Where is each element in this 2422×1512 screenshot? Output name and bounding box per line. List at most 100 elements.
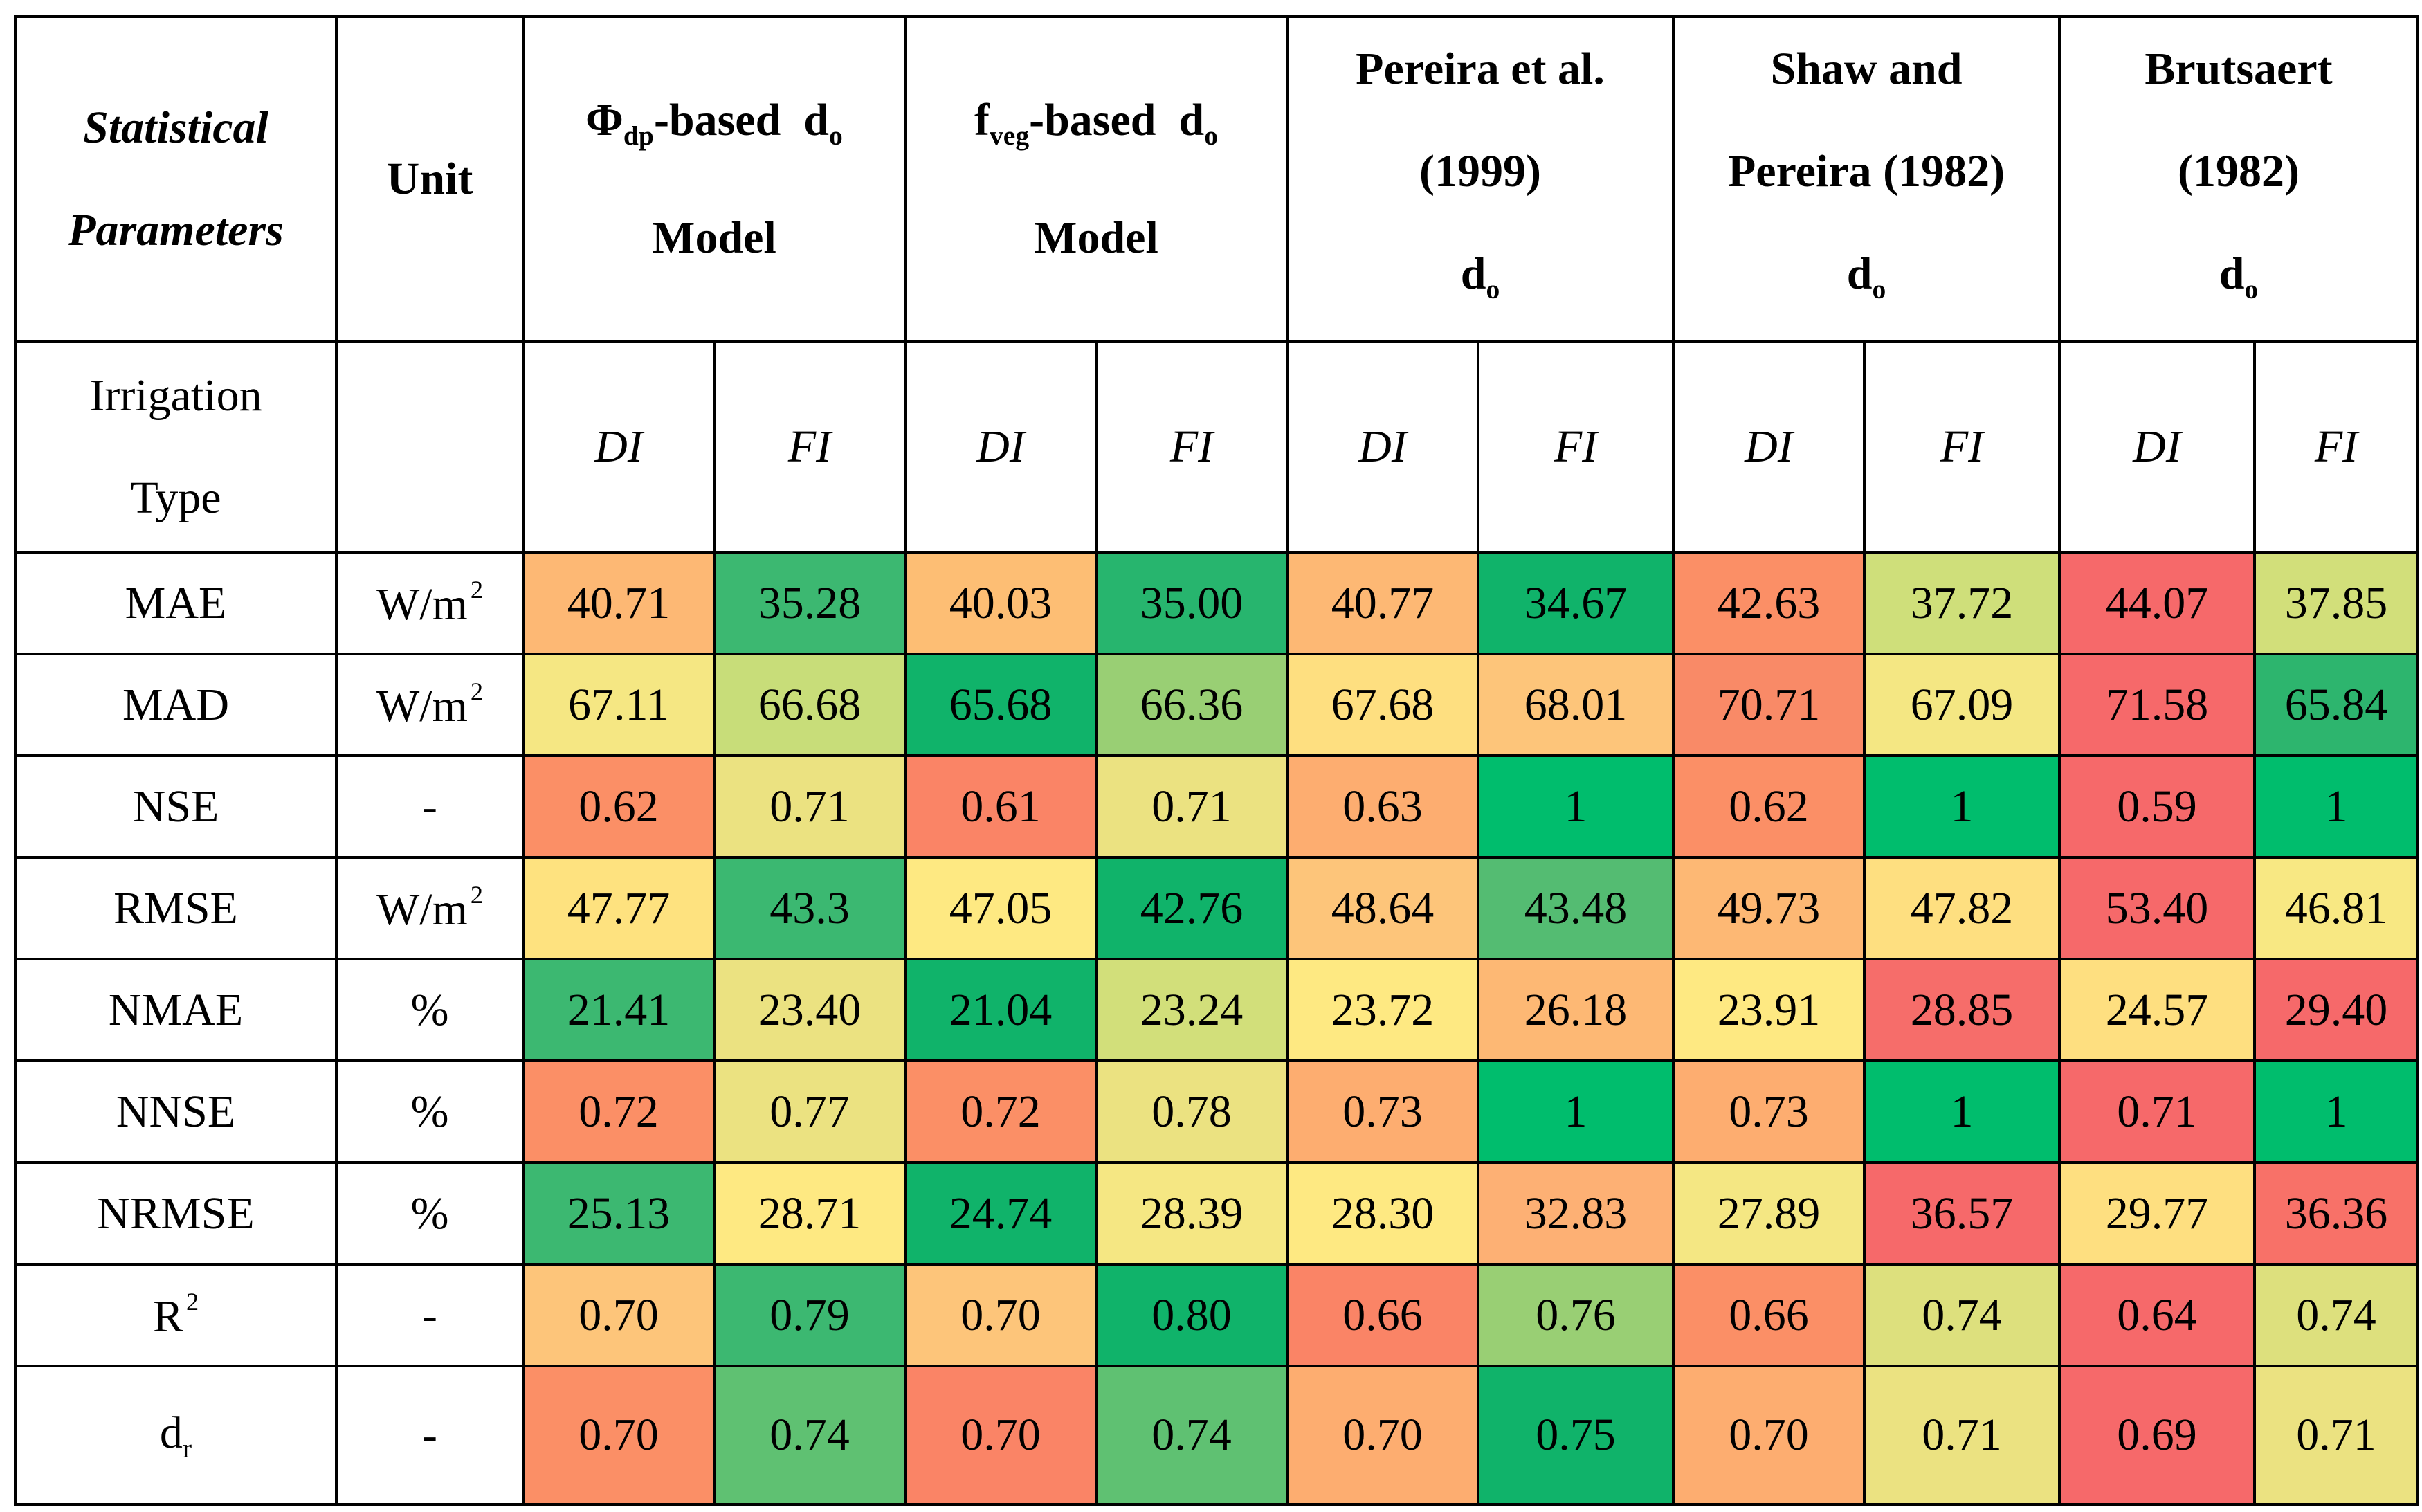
value-cell: 21.04 bbox=[904, 958, 1098, 1063]
irrigation-type-row: Irrigation Type DI FI DI FI DI FI DI FI DI FI bbox=[14, 340, 2419, 554]
value-cell: 0.69 bbox=[2058, 1365, 2256, 1506]
value-cell: 24.74 bbox=[904, 1161, 1098, 1266]
header-param-line1: Statistical bbox=[83, 102, 268, 154]
value-cell: 0.74 bbox=[713, 1365, 907, 1506]
value-cell: 0.74 bbox=[1863, 1263, 2061, 1368]
unit-cell: % bbox=[335, 958, 525, 1063]
table-row: NNSE% 0.72 0.77 0.72 0.78 0.73 1 0.73 1 0.71 1 bbox=[14, 1059, 2419, 1165]
irrigation-type-fi: FI bbox=[713, 340, 907, 554]
value-cell: 43.48 bbox=[1477, 856, 1675, 961]
value-cell: 29.77 bbox=[2058, 1161, 2256, 1266]
value-cell: 23.24 bbox=[1095, 958, 1289, 1063]
unit-cell: - bbox=[335, 754, 525, 859]
value-cell: 0.66 bbox=[1286, 1263, 1479, 1368]
value-cell: 0.61 bbox=[904, 754, 1098, 859]
value-cell: 53.40 bbox=[2058, 856, 2256, 961]
param-name: RMSE bbox=[14, 856, 338, 961]
value-cell: 28.71 bbox=[713, 1161, 907, 1266]
value-cell: 40.03 bbox=[904, 551, 1098, 656]
value-cell: 0.70 bbox=[904, 1263, 1098, 1368]
table-row: NSE -0.62 0.71 0.61 0.71 0.63 1 0.62 1 0.59 1 bbox=[14, 754, 2419, 859]
value-cell: 0.66 bbox=[1672, 1263, 1866, 1368]
table-row: NMAE% 21.41 23.40 21.04 23.24 23.72 26.18 23.91… bbox=[14, 958, 2419, 1063]
header-param-line2: Parameters bbox=[68, 205, 284, 256]
param-name: NSE bbox=[14, 754, 338, 859]
value-cell: 67.68 bbox=[1286, 653, 1479, 758]
table-row: RMSE W/m 2 47.77 43.3 47.05 42.76 48.64 43.48 49.… bbox=[14, 856, 2419, 961]
irrigation-type-di: DI bbox=[904, 340, 1098, 554]
unit-cell: W/m 2 bbox=[335, 653, 525, 758]
value-cell: 42.76 bbox=[1095, 856, 1289, 961]
param-name: MAD bbox=[14, 653, 338, 758]
table-row: MAD W/m 2 67.11 66.68 65.68 66.36 67.68 68.01 70.… bbox=[14, 653, 2419, 758]
value-cell: 0.63 bbox=[1286, 754, 1479, 859]
value-cell: 0.70 bbox=[1672, 1365, 1866, 1506]
value-cell: 0.73 bbox=[1286, 1059, 1479, 1165]
value-cell: 37.85 bbox=[2253, 551, 2419, 656]
value-cell: 65.84 bbox=[2253, 653, 2419, 758]
value-cell: 25.13 bbox=[522, 1161, 716, 1266]
irrigation-type-di: DI bbox=[2058, 340, 2256, 554]
value-cell: 0.74 bbox=[1095, 1365, 1289, 1506]
header-model-phi: Φdp-based do Model bbox=[522, 15, 907, 344]
value-cell: 0.76 bbox=[1477, 1263, 1675, 1368]
unit-cell: - bbox=[335, 1263, 525, 1368]
irrigation-type-fi: FI bbox=[2253, 340, 2419, 554]
value-cell: 46.81 bbox=[2253, 856, 2419, 961]
irrigation-type-di: DI bbox=[1672, 340, 1866, 554]
param-name: NRMSE bbox=[14, 1161, 338, 1266]
value-cell: 0.59 bbox=[2058, 754, 2256, 859]
value-cell: 0.62 bbox=[1672, 754, 1866, 859]
value-cell: 44.07 bbox=[2058, 551, 2256, 656]
value-cell: 1 bbox=[2253, 1059, 2419, 1165]
value-cell: 23.91 bbox=[1672, 958, 1866, 1063]
value-cell: 47.05 bbox=[904, 856, 1098, 961]
value-cell: 40.71 bbox=[522, 551, 716, 656]
param-name: dr bbox=[14, 1365, 338, 1506]
value-cell: 68.01 bbox=[1477, 653, 1675, 758]
value-cell: 47.77 bbox=[522, 856, 716, 961]
irrigation-type-di: DI bbox=[522, 340, 716, 554]
value-cell: 0.78 bbox=[1095, 1059, 1289, 1165]
value-cell: 42.63 bbox=[1672, 551, 1866, 656]
value-cell: 35.00 bbox=[1095, 551, 1289, 656]
table-row: R 2-0.70 0.79 0.70 0.80 0.66 0.76 0.66 0.74 0.64 0… bbox=[14, 1263, 2419, 1368]
value-cell: 70.71 bbox=[1672, 653, 1866, 758]
value-cell: 0.70 bbox=[522, 1365, 716, 1506]
value-cell: 67.11 bbox=[522, 653, 716, 758]
unit-cell: % bbox=[335, 1059, 525, 1165]
value-cell: 1 bbox=[1863, 754, 2061, 859]
value-cell: 36.36 bbox=[2253, 1161, 2419, 1266]
value-cell: 34.67 bbox=[1477, 551, 1675, 656]
value-cell: 32.83 bbox=[1477, 1161, 1675, 1266]
unit-cell: W/m 2 bbox=[335, 551, 525, 656]
irrigation-type-fi: FI bbox=[1477, 340, 1675, 554]
value-cell: 0.72 bbox=[522, 1059, 716, 1165]
param-name: NMAE bbox=[14, 958, 338, 1063]
value-cell: 28.39 bbox=[1095, 1161, 1289, 1266]
table-row: MAE W/m 2 40.71 35.28 40.03 35.00 40.77 34.67 42.… bbox=[14, 551, 2419, 656]
param-name: NNSE bbox=[14, 1059, 338, 1165]
value-cell: 1 bbox=[2253, 754, 2419, 859]
value-cell: 0.64 bbox=[2058, 1263, 2256, 1368]
irrigation-type-fi: FI bbox=[1095, 340, 1289, 554]
value-cell: 71.58 bbox=[2058, 653, 2256, 758]
table-row: dr -0.70 0.74 0.70 0.74 0.70 0.75 0.70 0.71 0.69 0… bbox=[14, 1365, 2419, 1506]
value-cell: 48.64 bbox=[1286, 856, 1479, 961]
statistics-table: Statistical Parameters Unit Φdp-based do… bbox=[14, 15, 2419, 1506]
value-cell: 67.09 bbox=[1863, 653, 2061, 758]
value-cell: 28.85 bbox=[1863, 958, 2061, 1063]
value-cell: 27.89 bbox=[1672, 1161, 1866, 1266]
value-cell: 1 bbox=[1863, 1059, 2061, 1165]
value-cell: 0.62 bbox=[522, 754, 716, 859]
irrigation-type-label: Irrigation Type bbox=[14, 340, 338, 554]
value-cell: 0.72 bbox=[904, 1059, 1098, 1165]
value-cell: 0.79 bbox=[713, 1263, 907, 1368]
value-cell: 36.57 bbox=[1863, 1161, 2061, 1266]
value-cell: 0.70 bbox=[904, 1365, 1098, 1506]
value-cell: 1 bbox=[1477, 754, 1675, 859]
header-row: Statistical Parameters Unit Φdp-based do… bbox=[14, 15, 2419, 344]
value-cell: 35.28 bbox=[713, 551, 907, 656]
header-unit: Unit bbox=[335, 15, 525, 344]
value-cell: 66.68 bbox=[713, 653, 907, 758]
